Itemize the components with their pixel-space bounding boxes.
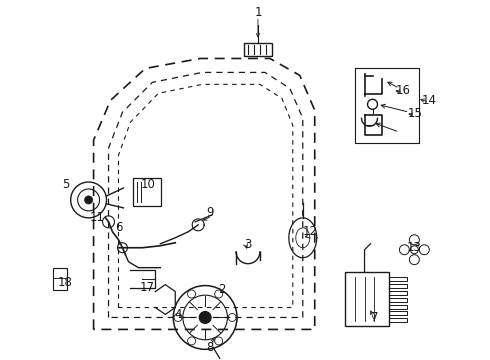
Circle shape bbox=[368, 99, 377, 109]
Circle shape bbox=[215, 337, 222, 345]
Text: 1: 1 bbox=[254, 6, 262, 19]
Circle shape bbox=[71, 182, 106, 218]
Circle shape bbox=[85, 196, 93, 204]
Circle shape bbox=[183, 295, 227, 340]
Circle shape bbox=[410, 246, 418, 254]
Text: 15: 15 bbox=[408, 107, 423, 120]
Circle shape bbox=[118, 243, 127, 253]
Circle shape bbox=[409, 235, 419, 245]
Circle shape bbox=[409, 255, 419, 265]
Circle shape bbox=[77, 189, 99, 211]
Circle shape bbox=[215, 290, 222, 298]
Text: 18: 18 bbox=[57, 276, 72, 289]
Circle shape bbox=[188, 337, 196, 345]
Circle shape bbox=[419, 245, 429, 255]
FancyBboxPatch shape bbox=[344, 272, 390, 327]
Text: 16: 16 bbox=[396, 84, 411, 97]
Text: 10: 10 bbox=[141, 179, 156, 192]
Circle shape bbox=[188, 290, 196, 298]
Circle shape bbox=[199, 311, 211, 323]
Text: 5: 5 bbox=[62, 179, 70, 192]
Circle shape bbox=[102, 216, 115, 228]
Text: 8: 8 bbox=[206, 341, 214, 354]
Text: 3: 3 bbox=[245, 238, 252, 251]
Circle shape bbox=[173, 285, 237, 349]
Circle shape bbox=[228, 314, 236, 321]
Text: 2: 2 bbox=[219, 283, 226, 296]
Text: 11: 11 bbox=[90, 211, 105, 224]
Text: 6: 6 bbox=[115, 221, 122, 234]
FancyBboxPatch shape bbox=[133, 178, 161, 206]
Text: 4: 4 bbox=[174, 308, 182, 321]
Text: 7: 7 bbox=[371, 311, 378, 324]
Text: 12: 12 bbox=[302, 225, 317, 238]
FancyBboxPatch shape bbox=[244, 42, 272, 57]
Circle shape bbox=[399, 245, 409, 255]
FancyBboxPatch shape bbox=[53, 268, 67, 289]
Text: 17: 17 bbox=[140, 281, 155, 294]
Text: 13: 13 bbox=[407, 241, 422, 254]
Text: 9: 9 bbox=[206, 206, 214, 219]
Text: 14: 14 bbox=[422, 94, 437, 107]
Circle shape bbox=[174, 314, 182, 321]
